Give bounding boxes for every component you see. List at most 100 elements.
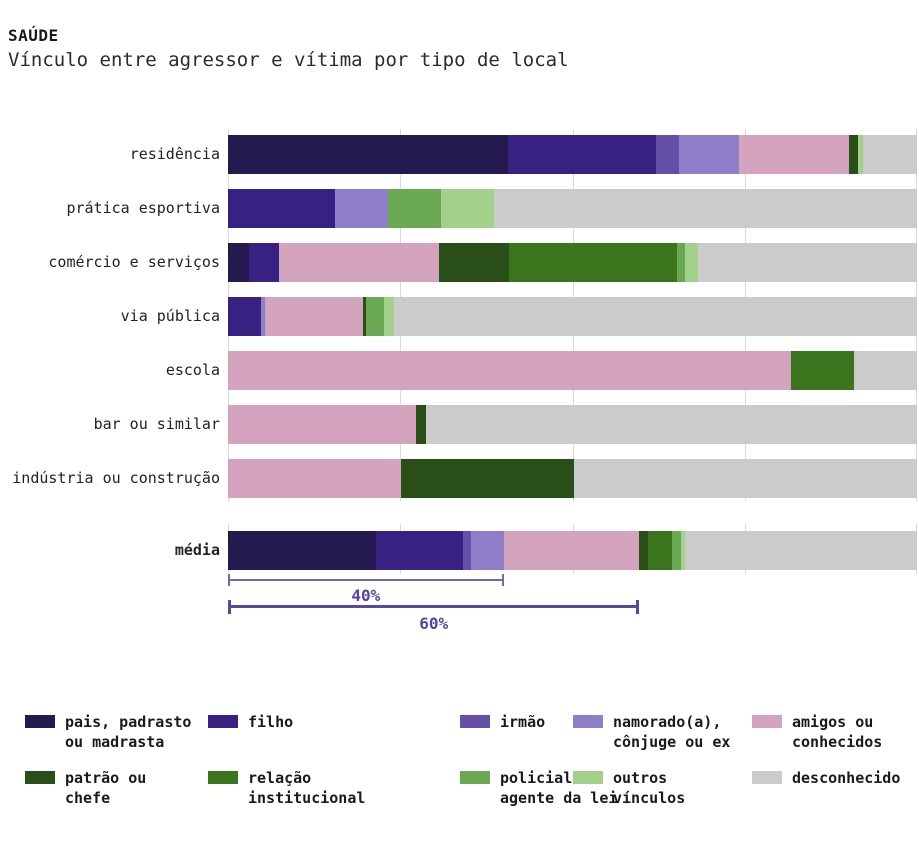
row-label: comércio e serviços (48, 253, 220, 271)
chart-row: via pública (0, 289, 919, 343)
row-label: via pública (120, 307, 220, 325)
segment-desconhecido (573, 458, 917, 498)
chart-row: escola (0, 343, 919, 397)
segment-desconhecido (684, 530, 917, 570)
segment-outros (440, 188, 494, 228)
stacked-bar (228, 530, 917, 570)
segment-patrao (639, 530, 649, 570)
segment-filho (376, 530, 463, 570)
segment-amigos (503, 530, 640, 570)
legend-swatch-irmao (460, 715, 490, 728)
bracket-tick-left (228, 600, 231, 614)
bracket-tick-right (501, 574, 504, 586)
legend-label: relação institucional (248, 769, 366, 807)
segment-namorado (335, 188, 388, 228)
legend-label: outros vínculos (613, 769, 686, 807)
segment-namorado (679, 134, 739, 174)
legend-label: amigos ou conhecidos (792, 713, 883, 751)
bracket-line (228, 605, 640, 608)
segment-outros (680, 530, 685, 570)
bracket-line (228, 579, 504, 581)
legend-item-namorado: namorado(a), cônjuge ou ex (573, 712, 730, 752)
segment-relacao (509, 242, 678, 282)
legend-swatch-policial (460, 771, 490, 784)
legend-label: pais, padrasto ou madrasta (65, 713, 192, 751)
chart-row: prática esportiva (0, 181, 919, 235)
segment-namorado (471, 530, 504, 570)
segment-amigos (228, 404, 417, 444)
legend-label: namorado(a), cônjuge ou ex (613, 713, 731, 751)
average-bar-row: média (0, 523, 919, 577)
bracket-60-label: 60% (419, 614, 449, 633)
row-label: prática esportiva (66, 199, 220, 217)
chart-row: média (0, 523, 919, 577)
segment-irmao (462, 530, 472, 570)
row-label: média (174, 541, 220, 559)
segment-desconhecido (697, 242, 917, 282)
segment-filho (249, 242, 279, 282)
segment-patrao (438, 242, 510, 282)
chart-row: bar ou similar (0, 397, 919, 451)
row-label: indústria ou construção (12, 469, 220, 487)
segment-amigos (738, 134, 850, 174)
segment-pais (228, 134, 509, 174)
chart-title: Vínculo entre agressor e vítima por tipo… (8, 49, 569, 71)
stacked-bar (228, 350, 917, 390)
bar-rows: residência prática esportiva comércio e se… (0, 127, 919, 505)
legend-swatch-relacao (208, 771, 238, 784)
segment-policial (677, 242, 686, 282)
segment-pais (228, 242, 250, 282)
legend-label: patrão ou chefe (65, 769, 147, 807)
segment-desconhecido (426, 404, 917, 444)
chart-row: residência (0, 127, 919, 181)
bracket-40 (228, 574, 504, 586)
legend-item-relacao: relação institucional (208, 768, 365, 808)
legend-swatch-outros (573, 771, 603, 784)
segment-desconhecido (862, 134, 917, 174)
row-label: escola (165, 361, 220, 379)
legend-item-irmao: irmão (460, 712, 545, 732)
legend-swatch-pais (25, 715, 55, 728)
legend-swatch-amigos (752, 715, 782, 728)
bracket-tick-right (636, 600, 640, 614)
stacked-bar (228, 242, 917, 282)
segment-filho (228, 188, 336, 228)
segment-namorado (261, 296, 265, 336)
segment-patrao (400, 458, 574, 498)
segment-filho (508, 134, 656, 174)
legend-swatch-desconhecido (752, 771, 782, 784)
segment-outros (858, 134, 863, 174)
segment-amigos (264, 296, 364, 336)
chart-header: SAÚDE Vínculo entre agressor e vítima po… (8, 26, 569, 72)
chart-row: comércio e serviços (0, 235, 919, 289)
segment-policial (366, 296, 384, 336)
bracket-tick-left (228, 574, 230, 586)
segment-patrao (363, 296, 367, 336)
segment-filho (228, 296, 262, 336)
stacked-bar (228, 134, 917, 174)
legend-item-filho: filho (208, 712, 293, 732)
segment-desconhecido (853, 350, 917, 390)
segment-amigos (278, 242, 439, 282)
segment-pais (228, 530, 377, 570)
segment-policial (671, 530, 681, 570)
bracket-60 (228, 600, 640, 614)
segment-irmao (655, 134, 680, 174)
segment-desconhecido (493, 188, 917, 228)
segment-desconhecido (394, 296, 917, 336)
row-label: residência (129, 145, 220, 163)
bracket-40-label: 40% (351, 586, 381, 605)
legend-item-amigos: amigos ou conhecidos (752, 712, 882, 752)
segment-patrao (849, 134, 859, 174)
legend-label: desconhecido (792, 769, 901, 787)
legend-label: irmão (500, 713, 546, 731)
segment-amigos (228, 350, 791, 390)
stacked-bar (228, 404, 917, 444)
legend-item-outros: outros vínculos (573, 768, 685, 808)
legend-label: filho (248, 713, 294, 731)
segment-relacao (790, 350, 854, 390)
legend-swatch-namorado (573, 715, 603, 728)
segment-patrao (416, 404, 427, 444)
chart-kicker: SAÚDE (8, 26, 59, 45)
